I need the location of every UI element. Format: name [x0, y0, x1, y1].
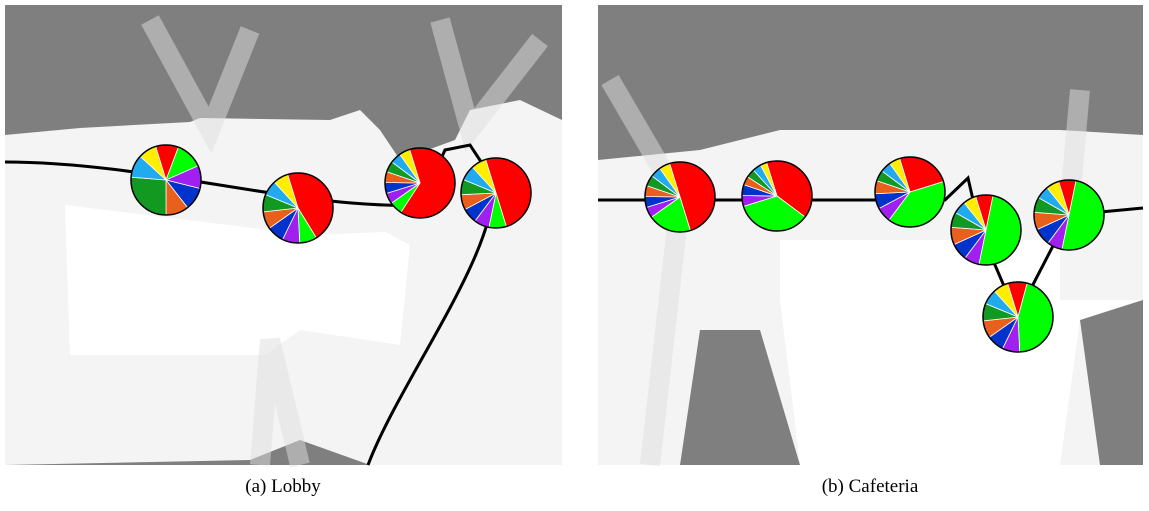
page: (a) Lobby (b) Cafeteria (() => { const d…	[0, 0, 1149, 511]
caption: (b) Cafeteria	[822, 476, 919, 497]
figure: (a) Lobby (b) Cafeteria	[0, 0, 1149, 506]
caption: (a) Lobby	[245, 476, 321, 497]
